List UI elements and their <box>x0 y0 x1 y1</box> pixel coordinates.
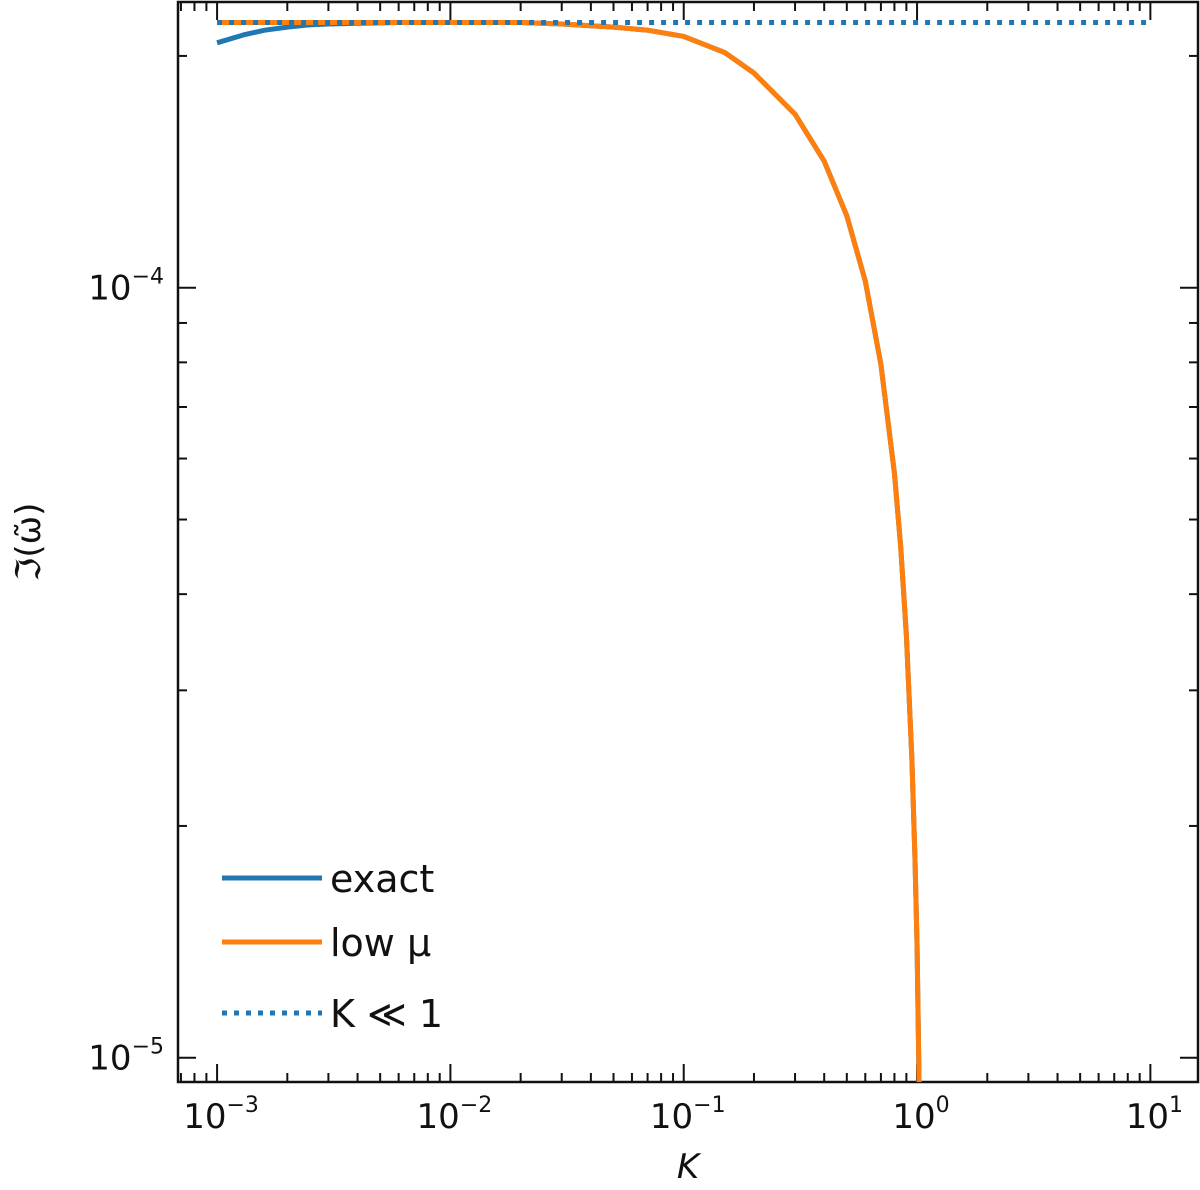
y-tick-label: 10−4 <box>88 265 164 309</box>
series-line-1 <box>217 20 922 1083</box>
x-tick-label: 10−2 <box>417 1093 493 1137</box>
legend: exact low μ K ≪ 1 <box>222 857 443 1036</box>
series-line-0 <box>216 20 922 1083</box>
legend-label-2: K ≪ 1 <box>330 992 443 1036</box>
x-tick-label: 10−1 <box>650 1093 726 1137</box>
legend-label-1: low μ <box>330 921 431 965</box>
y-axis-title: ℑ(ω̃) <box>9 503 49 582</box>
y-tick-label: 10−5 <box>88 1035 164 1079</box>
x-tick-label: 101 <box>1126 1093 1183 1137</box>
legend-label-0: exact <box>330 857 434 901</box>
x-tick-label: 100 <box>892 1093 949 1137</box>
tick-labels: 10−3 10−2 10−1 100 101 10−4 10−5 <box>88 265 1183 1137</box>
plot-frame <box>176 0 1200 1084</box>
axis-ticks <box>178 2 1198 1082</box>
x-tick-label: 10−3 <box>183 1093 259 1137</box>
x-axis-title: K <box>677 1147 702 1187</box>
series-layer <box>216 20 1151 1083</box>
